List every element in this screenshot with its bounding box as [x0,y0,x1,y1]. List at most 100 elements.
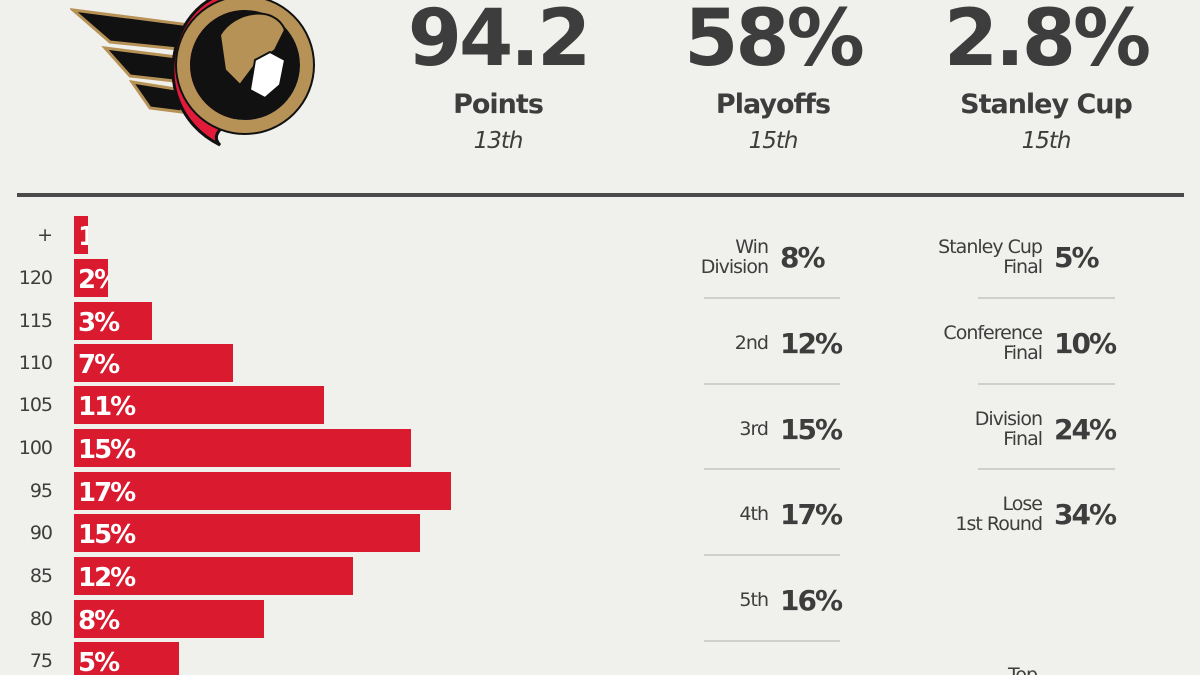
outcome-label-line2: Final [1003,256,1043,278]
bar-value: 7% [78,350,120,380]
outcome-label-line1: Division [974,408,1043,430]
bar-value: 2% [78,265,108,295]
stanley-cup-value: 2.8% [943,0,1151,84]
division-finish-item: Win Division 8% [680,214,826,300]
playoffs-rank: 15th [748,128,799,154]
main-divider [17,193,1184,197]
bar-value: 15% [78,520,136,550]
stanley-cup-rank: 15th [1021,128,1072,154]
outcome-value: 16% [780,583,843,617]
bar-row: 80 8% [0,600,600,638]
outcome-value: 24% [1054,412,1117,446]
bar-axis-label: 75 [29,650,53,672]
outcome-label-line2: Final [1003,428,1043,450]
bar-value: 11% [78,392,136,422]
bar-axis-label: 95 [29,480,53,502]
division-finish-item: 4th 17% [680,471,843,557]
outcome-value: 12% [780,326,843,360]
outcome-label-line1: Lose [1002,493,1043,515]
outcome-label: Lose 1st Round [920,493,1043,535]
stanley-cup-label: Stanley Cup [960,89,1133,120]
bar: 5% [74,642,179,675]
bar-value: 12% [78,563,136,593]
outcome-value: 5% [1054,240,1100,274]
bar-value: 5% [78,648,120,675]
bar: 3% [74,302,152,340]
bar: 8% [74,600,264,638]
bar: 11% [74,386,324,424]
division-finish-item: 2nd 12% [680,300,843,386]
partial-top-label: Top [1008,664,1038,675]
stat-playoffs: 58% Playoffs 15th [623,0,923,154]
bar-row: 115 3% [0,302,600,340]
playoff-round-item: Stanley Cup Final 5% [920,214,1100,300]
bar-value: 3% [78,308,120,338]
bar: 7% [74,344,233,382]
bar-axis-label: 105 [18,394,53,416]
stat-points: 94.2 Points 13th [348,0,648,154]
bar-row: 75 5% [0,642,600,675]
outcome-label: Stanley Cup Final [920,237,1043,278]
points-value: 94.2 [407,0,591,84]
points-rank: 13th [473,128,524,154]
separator [704,468,840,470]
outcome-label-line2: 1st Round [955,513,1043,535]
bar-axis-label: 90 [29,522,53,544]
outcome-label-line2: Final [1003,342,1043,364]
outcome-label-line2: Division [700,256,769,278]
outcome-label: 2nd [734,332,769,354]
team-logo [68,0,320,155]
bar-row: + 1% [0,216,600,254]
outcome-value: 8% [780,240,826,274]
bar-row: 90 15% [0,514,600,552]
division-finish-item: 3rd 15% [680,386,843,472]
separator [978,383,1115,385]
bar-axis-label: 115 [18,310,53,332]
outcome-label-line1: Win [735,236,769,258]
bar-row: 100 15% [0,429,600,467]
bar: 15% [74,429,411,467]
bar-value: 17% [78,478,136,508]
bar-axis-label: 85 [29,565,53,587]
outcome-label: Win Division [680,236,769,278]
bar-row: 120 2% [0,259,600,297]
bar: 1% [74,216,88,254]
bar-row: 95 17% [0,472,600,510]
playoff-round-item: Division Final 24% [920,386,1117,472]
points-label: Points [453,89,544,120]
outcome-label: 3rd [739,418,769,440]
playoffs-value: 58% [684,0,865,84]
bar-row: 110 7% [0,344,600,382]
bar: 15% [74,514,420,552]
playoff-round-item: Lose 1st Round 34% [920,471,1117,557]
outcome-label: 4th [739,503,769,525]
bar-axis-label: 110 [18,352,53,374]
separator [704,640,840,642]
division-finish-item: 5th 16% [680,557,843,643]
separator [704,297,840,299]
bar-row: 105 11% [0,386,600,424]
bar-value: 8% [78,606,120,636]
bar-axis-label: 100 [18,437,53,459]
separator [978,297,1115,299]
playoffs-label: Playoffs [715,89,831,120]
bar: 12% [74,557,353,595]
outcome-value: 17% [780,497,843,531]
bar: 17% [74,472,451,510]
outcome-value: 15% [780,412,843,446]
bar-axis-label: 80 [29,608,53,630]
separator [704,383,840,385]
bar-axis-label: 120 [18,267,53,289]
bar-row: 85 12% [0,557,600,595]
ottawa-senators-logo-icon [68,0,315,147]
separator [704,554,840,556]
bar: 2% [74,259,108,297]
outcome-value: 10% [1054,326,1117,360]
bar-axis-label: + [37,224,53,246]
bar-value: 15% [78,435,136,465]
outcome-value: 34% [1054,497,1117,531]
separator [978,468,1115,470]
bar-value: 1% [78,222,88,252]
outcome-label-line1: Conference [943,322,1043,344]
stat-stanley-cup: 2.8% Stanley Cup 15th [896,0,1196,154]
